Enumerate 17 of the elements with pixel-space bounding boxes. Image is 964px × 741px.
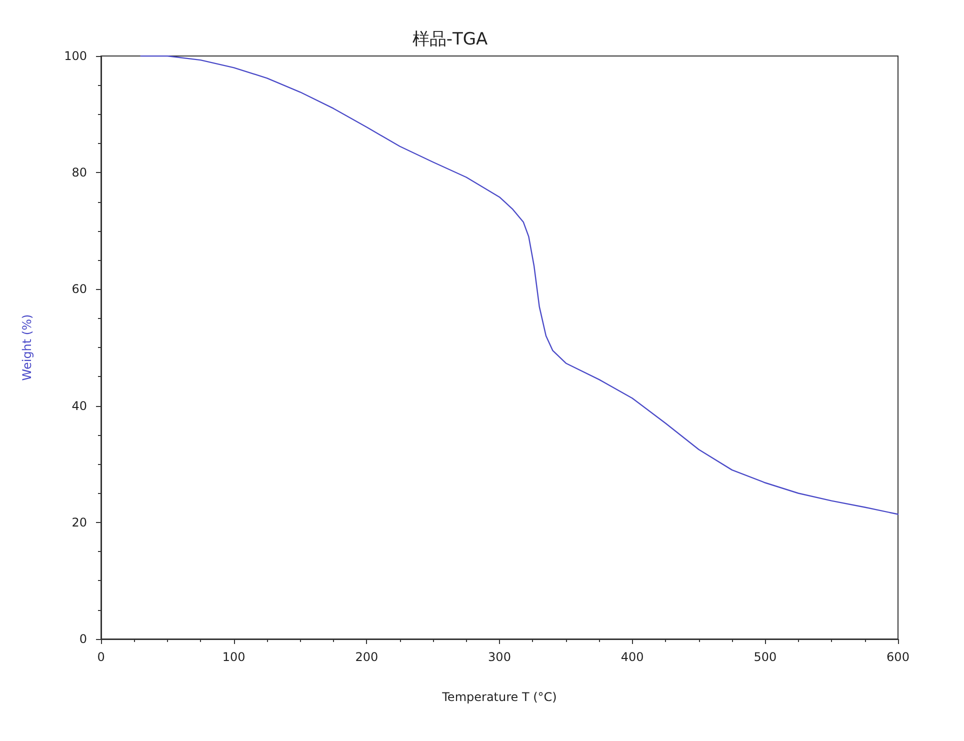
- y-tick-label: 20: [72, 515, 87, 530]
- y-tick-label: 60: [72, 282, 87, 296]
- line-series: [140, 55, 899, 515]
- x-tick-label: 200: [355, 650, 378, 664]
- y-tick-label: 100: [64, 49, 87, 63]
- x-tick-label: 100: [222, 650, 246, 664]
- chart-title: 样品-TGA: [412, 30, 488, 50]
- x-tick-label: 400: [620, 650, 644, 664]
- y-tick-label: 80: [72, 166, 87, 180]
- x-tick-label: 600: [886, 650, 910, 664]
- x-tick-label: 500: [754, 650, 777, 664]
- x-axis-title: Temperature T (°C): [441, 690, 557, 704]
- y-axis-title: Weight (%): [20, 314, 34, 381]
- y-tick-label: 40: [72, 398, 87, 413]
- x-tick-label: 300: [488, 650, 511, 664]
- x-tick-label: 0: [97, 650, 105, 664]
- y-tick-label: 0: [79, 632, 87, 646]
